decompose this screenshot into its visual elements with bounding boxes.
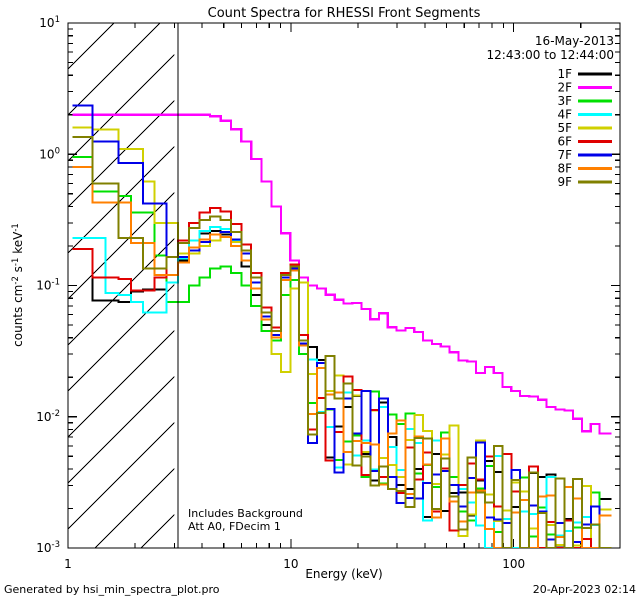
series-line-4F (72, 225, 612, 548)
plot-frame (67, 22, 621, 549)
x-axis-label: Energy (keV) (305, 567, 382, 581)
hatch-stripe (68, 53, 175, 162)
hatch-stripe (68, 237, 175, 346)
series-line-1F (72, 230, 612, 548)
axis-ticks (67, 22, 621, 549)
data-series-group (72, 104, 612, 548)
series-line-5F (72, 126, 612, 548)
legend-date: 16-May-2013 (535, 34, 614, 48)
series-line-8F (72, 166, 612, 548)
svg-text:counts cm-2 s-1 keV-1: counts cm-2 s-1 keV-1 (11, 223, 25, 347)
x-tick-labels: 1 10 100 (64, 557, 525, 571)
hatch-stripe (68, 191, 175, 300)
hatch-stripe (68, 23, 161, 116)
legend-label-2F: 2F (557, 81, 572, 95)
legend-label-6F: 6F (557, 135, 572, 149)
legend-label-9F: 9F (557, 175, 572, 189)
footer-timestamp: 20-Apr-2023 02:14 (533, 583, 636, 596)
series-line-3F (72, 156, 612, 548)
hatch-stripe (68, 283, 175, 392)
annotation-attenuator: Att A0, FDecim 1 (188, 520, 281, 533)
x-tick-label: 10 (283, 557, 298, 571)
legend-label-1F: 1F (557, 67, 572, 81)
legend-label-4F: 4F (557, 108, 572, 122)
series-line-2F (72, 113, 612, 435)
series-line-6F (72, 206, 612, 548)
hatch-stripe (68, 375, 175, 484)
y-tick-label: 100 (39, 146, 60, 161)
series-line-7F (72, 104, 612, 548)
legend-label-3F: 3F (557, 94, 572, 108)
legend-label-7F: 7F (557, 148, 572, 162)
excluded-energy-hatch (68, 23, 175, 548)
y-tick-labels: 10-3 10-2 10-1 100 101 (36, 15, 60, 555)
y-tick-label: 10-1 (36, 278, 60, 293)
chart-title: Count Spectra for RHESSI Front Segments (208, 6, 481, 21)
legend-label-8F: 8F (557, 162, 572, 176)
series-line-9F (72, 136, 612, 548)
annotation-includes-background: Includes Background (188, 507, 303, 520)
hatch-stripe (68, 99, 175, 208)
y-tick-label: 10-3 (36, 540, 60, 555)
x-tick-label: 1 (64, 557, 72, 571)
y-tick-label: 10-2 (36, 409, 60, 424)
footer-generated-by: Generated by hsi_min_spectra_plot.pro (4, 583, 220, 596)
legend-label-5F: 5F (557, 121, 572, 135)
y-tick-label: 101 (39, 15, 60, 30)
y-axis-label: counts cm-2 s-1 keV-1 (11, 223, 25, 347)
legend-time-range: 12:43:00 to 12:44:00 (487, 48, 614, 62)
hatch-stripe (68, 421, 175, 530)
x-tick-label: 100 (502, 557, 525, 571)
